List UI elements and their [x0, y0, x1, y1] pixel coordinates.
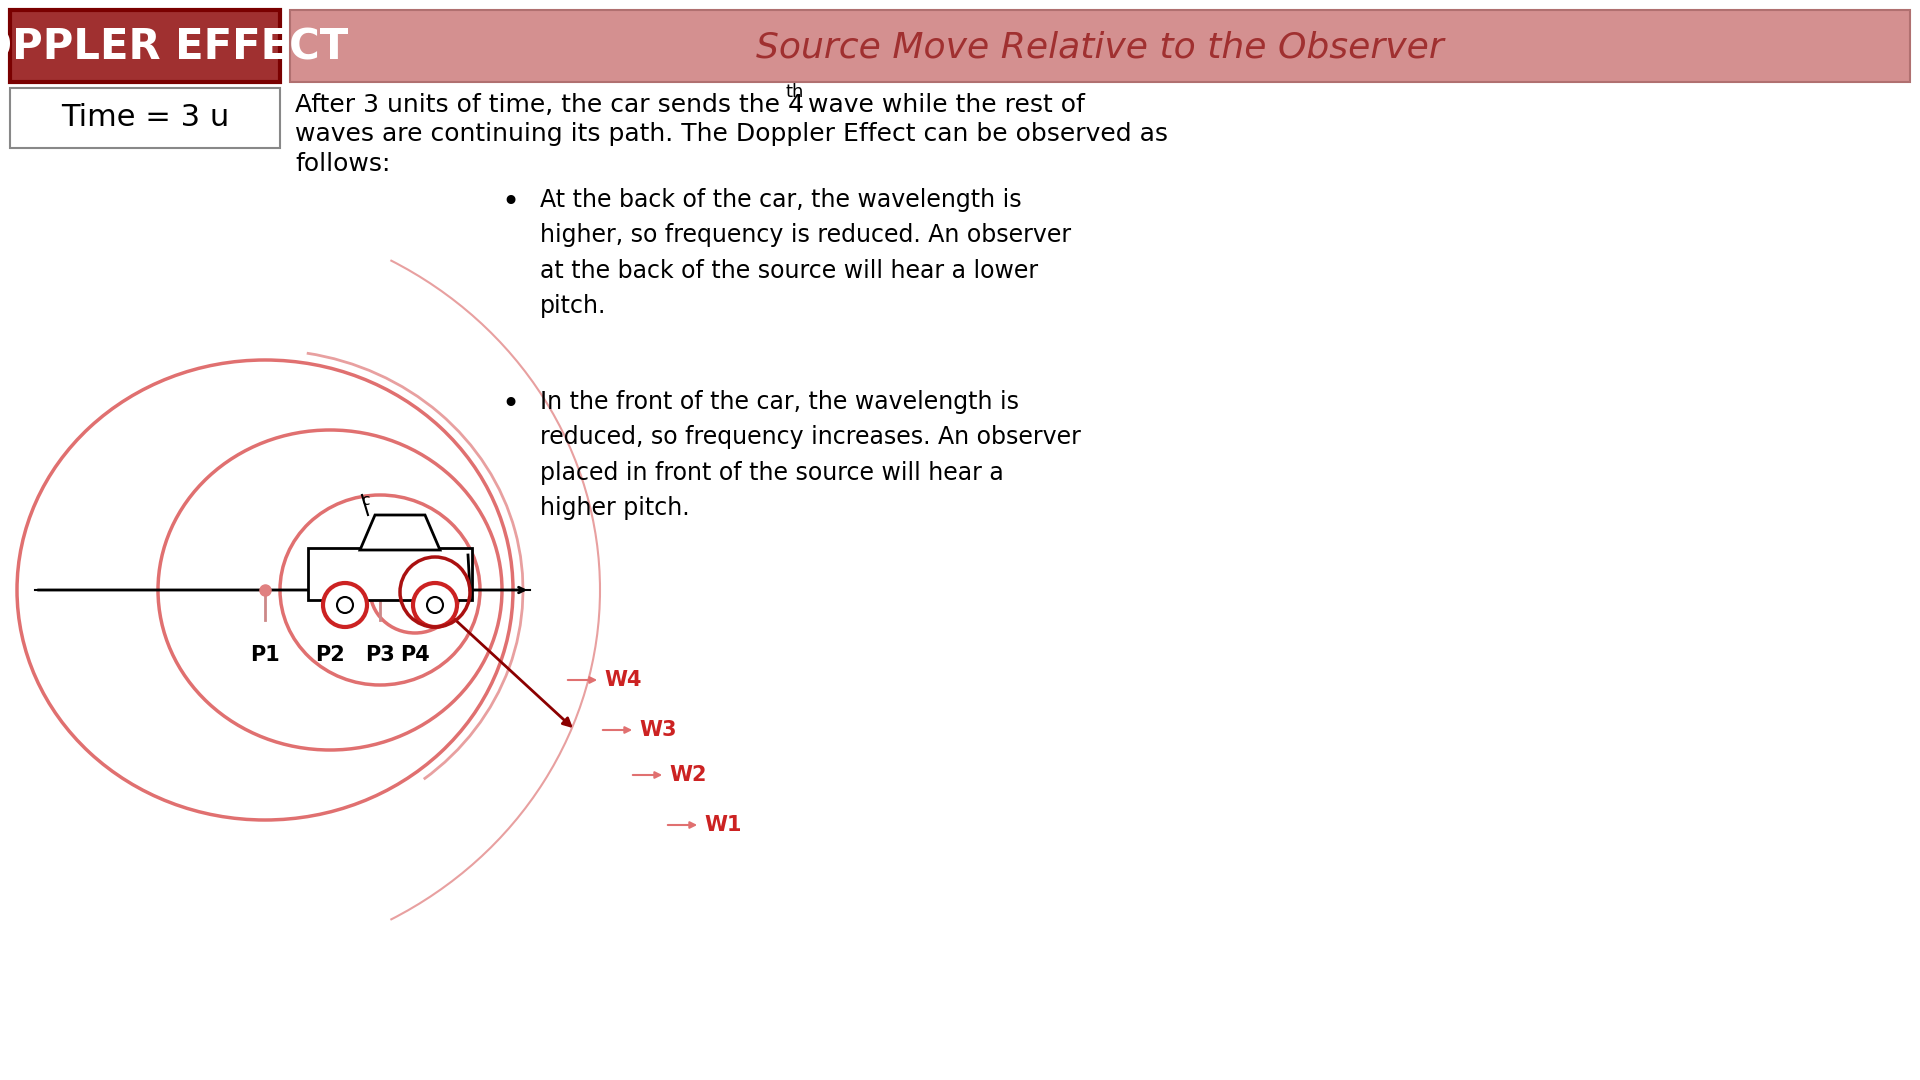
Text: •: • — [501, 390, 518, 419]
Text: P4: P4 — [399, 645, 430, 665]
FancyBboxPatch shape — [290, 10, 1910, 82]
Text: W4: W4 — [605, 670, 641, 690]
Circle shape — [338, 597, 353, 613]
Text: W1: W1 — [705, 815, 741, 835]
FancyBboxPatch shape — [307, 548, 472, 600]
Text: P3: P3 — [365, 645, 396, 665]
Text: W2: W2 — [668, 765, 707, 785]
Text: follows:: follows: — [296, 152, 390, 176]
Text: P2: P2 — [315, 645, 346, 665]
Text: After 3 units of time, the car sends the 4: After 3 units of time, the car sends the… — [296, 93, 804, 117]
Text: At the back of the car, the wavelength is
higher, so frequency is reduced. An ob: At the back of the car, the wavelength i… — [540, 188, 1071, 319]
Text: waves are continuing its path. The Doppler Effect can be observed as: waves are continuing its path. The Doppl… — [296, 122, 1167, 146]
Text: c: c — [361, 492, 369, 508]
Circle shape — [413, 583, 457, 627]
Text: Time = 3 u: Time = 3 u — [61, 104, 228, 133]
Text: wave while the rest of: wave while the rest of — [801, 93, 1085, 117]
Text: W3: W3 — [639, 720, 676, 740]
Text: DOPPLER EFFECT: DOPPLER EFFECT — [0, 27, 348, 69]
FancyBboxPatch shape — [10, 87, 280, 148]
Circle shape — [426, 597, 444, 613]
Text: In the front of the car, the wavelength is
reduced, so frequency increases. An o: In the front of the car, the wavelength … — [540, 390, 1081, 521]
Circle shape — [323, 583, 367, 627]
Text: P1: P1 — [250, 645, 280, 665]
FancyBboxPatch shape — [10, 10, 280, 82]
Text: •: • — [501, 188, 518, 217]
Polygon shape — [361, 515, 440, 550]
Text: Source Move Relative to the Observer: Source Move Relative to the Observer — [756, 31, 1444, 65]
Text: th: th — [785, 83, 803, 102]
